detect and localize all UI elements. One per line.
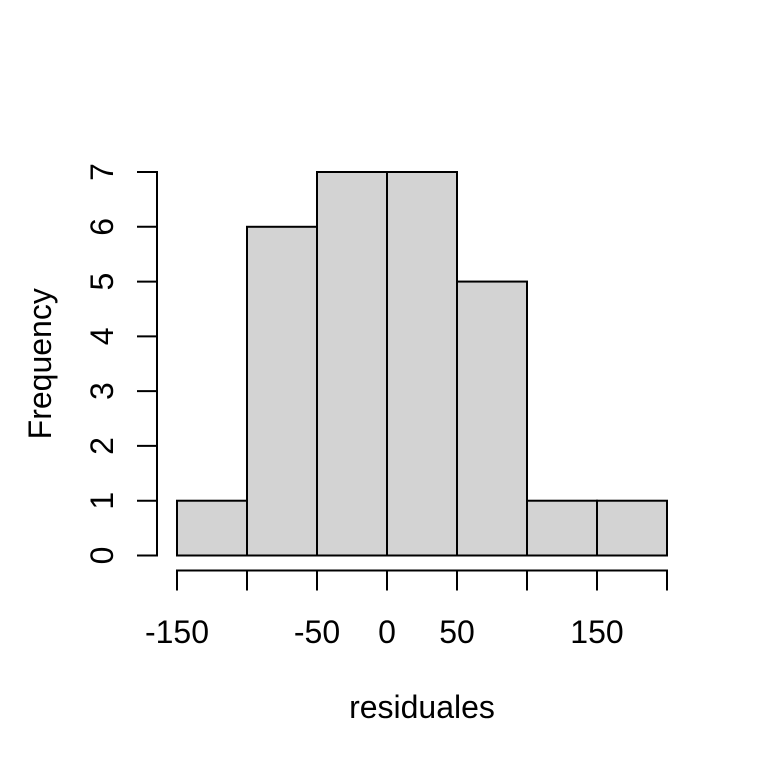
x-tick-label: 50 [439, 614, 475, 650]
x-tick-label: -150 [145, 614, 209, 650]
histogram-bar [456, 280, 528, 557]
y-tick-label: 6 [84, 218, 120, 236]
x-tick-label: 0 [378, 614, 396, 650]
y-tick-label: 7 [84, 163, 120, 181]
y-tick-label: 5 [84, 273, 120, 291]
x-tick-label: -50 [294, 614, 340, 650]
x-tick-label: 150 [570, 614, 623, 650]
histogram-bar [386, 171, 458, 557]
y-tick-label: 3 [84, 382, 120, 400]
histogram-bar [176, 499, 248, 557]
y-axis-title: Frequency [22, 288, 58, 439]
histogram-bar [246, 225, 318, 557]
y-tick-label: 1 [84, 492, 120, 510]
histogram-bar [526, 499, 598, 557]
histogram-bar [316, 171, 388, 557]
y-tick-label: 4 [84, 327, 120, 345]
x-axis-title: residuales [349, 689, 495, 725]
histogram-bar [596, 499, 668, 557]
y-tick-label: 0 [84, 547, 120, 565]
y-tick-label: 2 [84, 437, 120, 455]
